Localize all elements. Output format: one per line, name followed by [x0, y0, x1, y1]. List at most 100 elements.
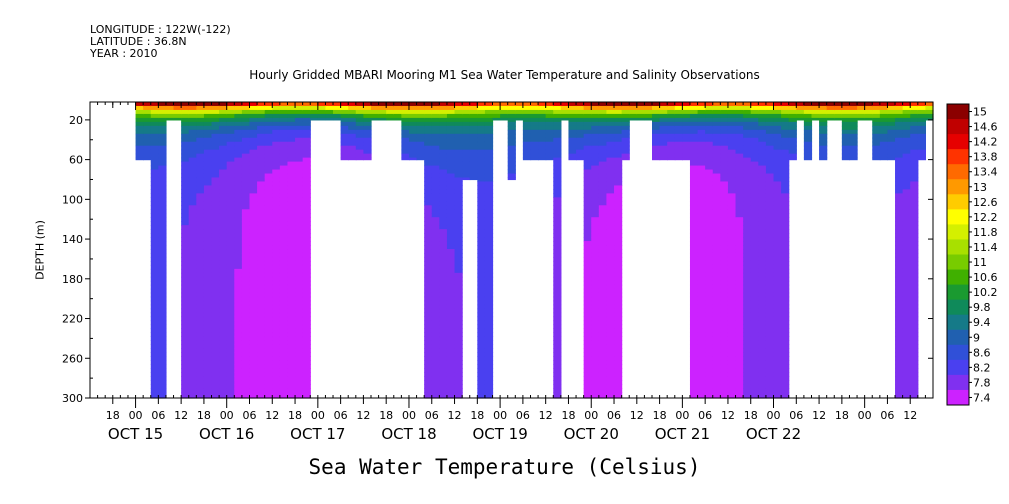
heatmap-cell	[598, 372, 608, 377]
heatmap-cell	[583, 284, 592, 290]
heatmap-cell	[826, 117, 835, 121]
heatmap-cell	[727, 213, 737, 218]
heatmap-cell	[819, 149, 828, 155]
heatmap-cell	[219, 221, 228, 226]
heatmap-cell	[241, 117, 251, 123]
heatmap-cell	[249, 284, 258, 290]
x-tick-label: 18	[653, 409, 667, 422]
heatmap-cell	[765, 324, 775, 330]
heatmap-cell	[446, 213, 456, 218]
heatmap-cell	[910, 284, 919, 290]
heatmap-cell	[401, 113, 410, 119]
heatmap-cell	[477, 241, 486, 246]
heatmap-cell	[150, 165, 159, 171]
y-tick-label: 300	[62, 392, 83, 405]
heatmap-cell	[705, 380, 714, 385]
heatmap-cell	[219, 209, 228, 214]
colorbar-label: 14.2	[973, 136, 998, 149]
heatmap-cell	[727, 193, 737, 198]
heatmap-cell	[705, 384, 714, 389]
heatmap-cell	[727, 380, 737, 385]
heatmap-cell	[279, 205, 289, 210]
x-tick-label: 06	[334, 409, 348, 422]
heatmap-cell	[614, 296, 623, 302]
heatmap-cell	[188, 161, 197, 167]
heatmap-cell	[249, 157, 258, 163]
heatmap-cell	[743, 288, 752, 294]
heatmap-cell	[219, 229, 228, 234]
heatmap-cell	[705, 217, 714, 222]
heatmap-cell	[287, 292, 296, 298]
heatmap-cell	[249, 372, 258, 377]
heatmap-cell	[226, 272, 235, 278]
heatmap-cell	[257, 260, 266, 266]
heatmap-cell	[553, 189, 562, 194]
heatmap-cell	[538, 113, 547, 119]
heatmap-cell	[454, 384, 463, 389]
heatmap-cell	[431, 161, 440, 167]
heatmap-cell	[477, 316, 486, 322]
heatmap-cell	[826, 113, 835, 119]
x-tick-label: 12	[903, 409, 917, 422]
heatmap-cell	[401, 149, 410, 155]
heatmap-cell	[219, 157, 228, 163]
heatmap-cell	[196, 201, 205, 206]
heatmap-cell	[705, 153, 714, 159]
heatmap-cell	[750, 233, 759, 238]
heatmap-cell	[424, 312, 433, 318]
heatmap-cell	[689, 121, 699, 127]
heatmap-cell	[727, 221, 737, 226]
metadata-block: LONGITUDE : 122W(-122) LATITUDE : 36.8N …	[90, 24, 231, 60]
heatmap-cell	[857, 109, 866, 115]
heatmap-cell	[203, 173, 213, 179]
heatmap-cell	[917, 133, 926, 139]
heatmap-cell	[591, 360, 600, 365]
heatmap-cell	[477, 348, 486, 353]
heatmap-cell	[249, 145, 258, 151]
heatmap-cell	[553, 376, 562, 381]
heatmap-cell	[910, 105, 919, 111]
heatmap-cell	[689, 173, 699, 179]
heatmap-cell	[226, 225, 235, 230]
heatmap-cell	[606, 324, 615, 330]
heatmap-cell	[181, 205, 190, 210]
heatmap-cell	[689, 396, 699, 399]
heatmap-cell	[887, 141, 896, 147]
heatmap-cell	[188, 352, 197, 357]
heatmap-cell	[234, 392, 243, 397]
heatmap-cell	[910, 388, 919, 393]
heatmap-cell	[910, 193, 919, 198]
heatmap-cell	[249, 237, 258, 242]
heatmap-cell	[264, 157, 273, 163]
heatmap-cell	[727, 332, 737, 338]
heatmap-cell	[158, 105, 167, 111]
heatmap-cell	[143, 145, 152, 151]
heatmap-cell	[287, 113, 296, 119]
heatmap-cell	[439, 245, 448, 250]
heatmap-cell	[302, 221, 311, 226]
heatmap-cell	[743, 272, 752, 278]
heatmap-cell	[697, 145, 706, 151]
heatmap-cell	[735, 237, 744, 242]
heatmap-cell	[895, 181, 904, 187]
heatmap-cell	[758, 117, 767, 123]
heatmap-cell	[302, 229, 311, 234]
heatmap-cell	[598, 316, 608, 322]
heatmap-cell	[895, 300, 904, 306]
heatmap-cell	[689, 169, 699, 175]
heatmap-cell	[272, 209, 281, 214]
heatmap-cell	[697, 237, 706, 242]
heatmap-cell	[872, 153, 881, 159]
heatmap-cell	[591, 161, 600, 167]
heatmap-cell	[257, 280, 266, 286]
heatmap-cell	[758, 129, 767, 135]
heatmap-cell	[895, 177, 904, 183]
heatmap-cell	[196, 388, 205, 393]
heatmap-cell	[454, 245, 463, 250]
heatmap-cell	[773, 340, 782, 345]
heatmap-cell	[659, 153, 668, 159]
heatmap-cell	[917, 157, 926, 161]
heatmap-cell	[211, 344, 220, 349]
heatmap-cell	[735, 233, 744, 238]
heatmap-cell	[803, 133, 813, 139]
